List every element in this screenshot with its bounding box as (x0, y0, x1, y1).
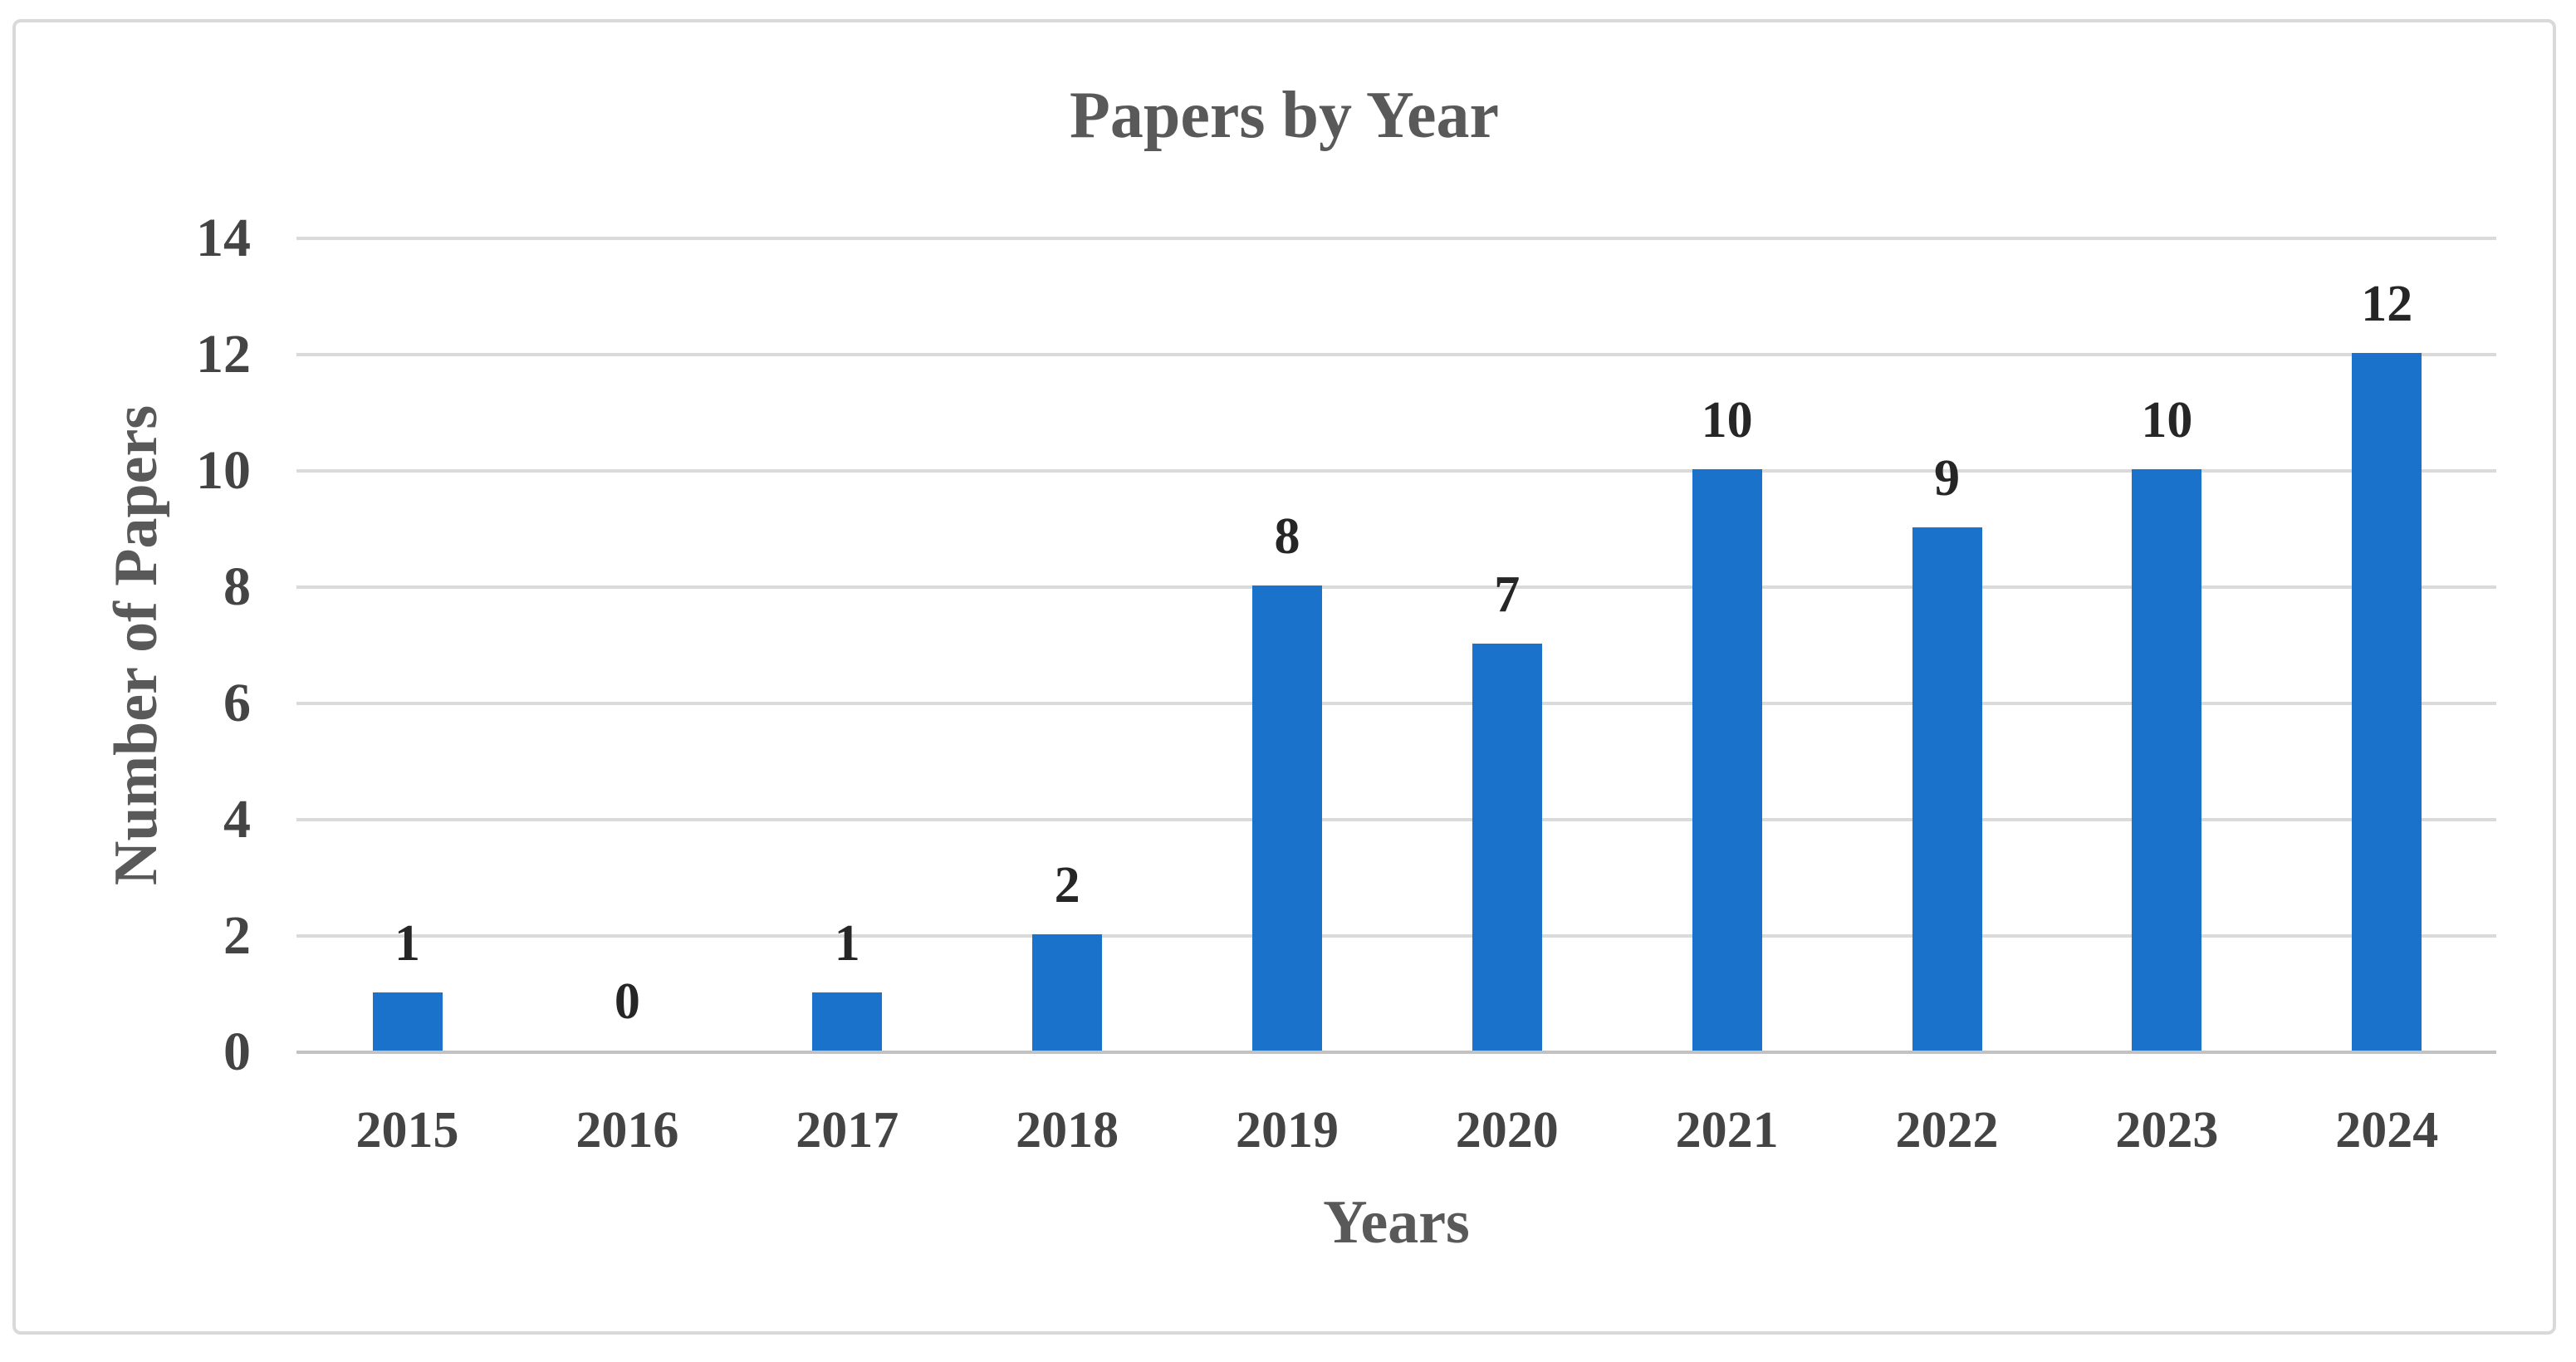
gridline (296, 469, 2496, 473)
bar (1251, 585, 1322, 1051)
x-tick-label: 2015 (355, 1102, 459, 1159)
chart-title: Papers by Year (1070, 79, 1499, 152)
bar (1472, 644, 1542, 1051)
gridline (296, 702, 2496, 705)
y-tick-label: 2 (223, 905, 251, 966)
bar-data-label: 9 (1934, 450, 1961, 507)
x-tick-label: 2020 (1455, 1102, 1559, 1159)
bar-data-label: 1 (834, 915, 860, 972)
gridline (296, 353, 2496, 356)
bar-data-label: 10 (1701, 392, 1753, 448)
x-tick-label: 2024 (2335, 1102, 2439, 1159)
x-tick-label: 2017 (796, 1102, 899, 1159)
bar (372, 992, 443, 1051)
gridline (296, 934, 2496, 938)
x-axis-line (296, 1051, 2496, 1054)
bar (2132, 469, 2202, 1051)
bar (812, 992, 883, 1051)
y-tick-label: 8 (223, 556, 251, 617)
bar (2352, 353, 2422, 1051)
bar-data-label: 12 (2361, 276, 2413, 332)
y-tick-label: 12 (196, 324, 251, 385)
bar (1692, 469, 1762, 1051)
bar-data-label: 1 (394, 915, 420, 972)
y-tick-label: 10 (196, 440, 251, 501)
y-tick-label: 4 (223, 789, 251, 850)
gridline (296, 818, 2496, 821)
x-tick-label: 2021 (1675, 1102, 1779, 1159)
y-tick-label: 6 (223, 673, 251, 733)
bar-data-label: 7 (1494, 566, 1521, 623)
x-tick-label: 2023 (2115, 1102, 2219, 1159)
x-axis-title: Years (1323, 1188, 1470, 1257)
x-tick-label: 2022 (1895, 1102, 1999, 1159)
bar (1912, 527, 1982, 1051)
x-tick-label: 2018 (1016, 1102, 1119, 1159)
chart-figure: Papers by Year Number of Papers 0 2 4 6 8 10 1… (12, 19, 2556, 1335)
gridline (296, 237, 2496, 240)
bar-data-label: 10 (2141, 392, 2193, 448)
bar-data-label: 0 (614, 973, 640, 1030)
gridline (296, 585, 2496, 589)
x-tick-label: 2019 (1235, 1102, 1339, 1159)
y-tick-label: 0 (223, 1022, 251, 1082)
y-tick-label: 14 (196, 208, 251, 268)
bar (1032, 934, 1103, 1051)
plot-area: 0 2 4 6 8 10 12 14 1 2015 0 2016 1 2017 2 2018 8 2019 7 202… (196, 211, 2496, 1156)
bar-data-label: 8 (1274, 508, 1300, 565)
bar-data-label: 2 (1054, 857, 1080, 914)
x-tick-label: 2016 (575, 1102, 679, 1159)
